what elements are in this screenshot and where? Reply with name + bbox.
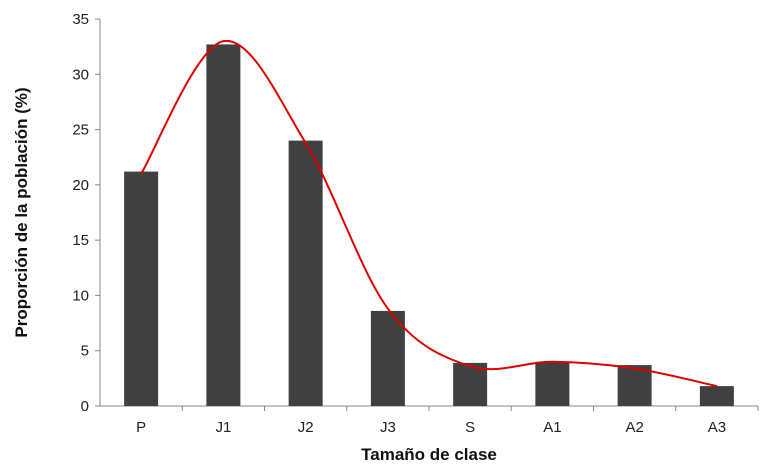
x-tick-label: J3 [380, 419, 396, 436]
bars [124, 44, 734, 406]
x-tick-label: A1 [543, 419, 561, 436]
x-tick-label: P [136, 419, 146, 436]
bar-j3 [370, 310, 405, 406]
bar-a1 [535, 361, 570, 406]
y-tick-label: 5 [81, 343, 89, 360]
y-ticks: 0 5 10 15 20 25 30 35 [72, 11, 100, 415]
bar-a2 [617, 365, 652, 406]
x-tick-label: A2 [625, 419, 643, 436]
y-tick-label: 0 [81, 398, 89, 415]
bar-a3 [699, 386, 734, 406]
y-tick-label: 30 [72, 66, 89, 83]
x-axis-title: Tamaño de clase [361, 445, 497, 464]
x-tick-label: S [465, 419, 475, 436]
x-ticks: P J1 J2 J3 S A1 A2 A3 [136, 406, 759, 436]
y-tick-label: 10 [72, 287, 89, 304]
trend-line [140, 40, 718, 388]
x-tick-label: A3 [708, 419, 726, 436]
bar-j1 [206, 44, 241, 406]
bar-j2 [288, 140, 323, 406]
x-tick-label: J1 [215, 419, 231, 436]
y-tick-label: 15 [72, 232, 89, 249]
y-tick-label: 35 [72, 11, 89, 28]
bar-p [124, 171, 159, 406]
x-tick-label: J2 [298, 419, 314, 436]
bar-s [453, 362, 488, 406]
y-tick-label: 20 [72, 177, 89, 194]
y-tick-label: 25 [72, 122, 89, 139]
y-axis-title: Proporción de la población (%) [12, 87, 31, 337]
